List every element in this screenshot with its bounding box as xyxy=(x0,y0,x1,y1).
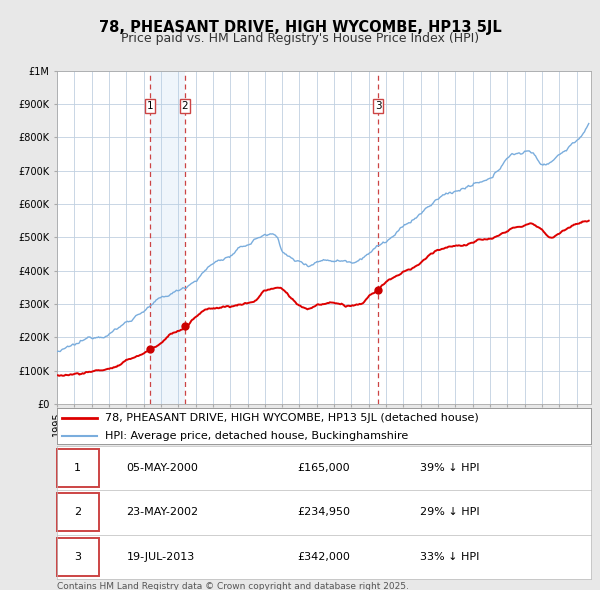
Text: 78, PHEASANT DRIVE, HIGH WYCOMBE, HP13 5JL: 78, PHEASANT DRIVE, HIGH WYCOMBE, HP13 5… xyxy=(98,20,502,35)
Text: 2: 2 xyxy=(74,507,82,517)
Text: 1: 1 xyxy=(147,101,154,111)
Text: 19-JUL-2013: 19-JUL-2013 xyxy=(127,552,194,562)
Text: £234,950: £234,950 xyxy=(298,507,350,517)
Text: 29% ↓ HPI: 29% ↓ HPI xyxy=(420,507,480,517)
Text: 1: 1 xyxy=(74,463,82,473)
Text: HPI: Average price, detached house, Buckinghamshire: HPI: Average price, detached house, Buck… xyxy=(105,431,409,441)
FancyBboxPatch shape xyxy=(57,493,98,532)
Text: 78, PHEASANT DRIVE, HIGH WYCOMBE, HP13 5JL (detached house): 78, PHEASANT DRIVE, HIGH WYCOMBE, HP13 5… xyxy=(105,413,479,423)
Text: 33% ↓ HPI: 33% ↓ HPI xyxy=(420,552,479,562)
Text: 05-MAY-2000: 05-MAY-2000 xyxy=(127,463,198,473)
Text: Price paid vs. HM Land Registry's House Price Index (HPI): Price paid vs. HM Land Registry's House … xyxy=(121,32,479,45)
FancyBboxPatch shape xyxy=(57,449,98,487)
Text: £165,000: £165,000 xyxy=(298,463,350,473)
Text: 2: 2 xyxy=(182,101,188,111)
Text: 23-MAY-2002: 23-MAY-2002 xyxy=(127,507,199,517)
Text: 39% ↓ HPI: 39% ↓ HPI xyxy=(420,463,479,473)
Bar xyxy=(150,71,185,404)
Text: £342,000: £342,000 xyxy=(298,552,350,562)
Text: 3: 3 xyxy=(74,552,82,562)
Text: Contains HM Land Registry data © Crown copyright and database right 2025.
This d: Contains HM Land Registry data © Crown c… xyxy=(57,582,409,590)
Text: 3: 3 xyxy=(375,101,382,111)
FancyBboxPatch shape xyxy=(57,537,98,576)
